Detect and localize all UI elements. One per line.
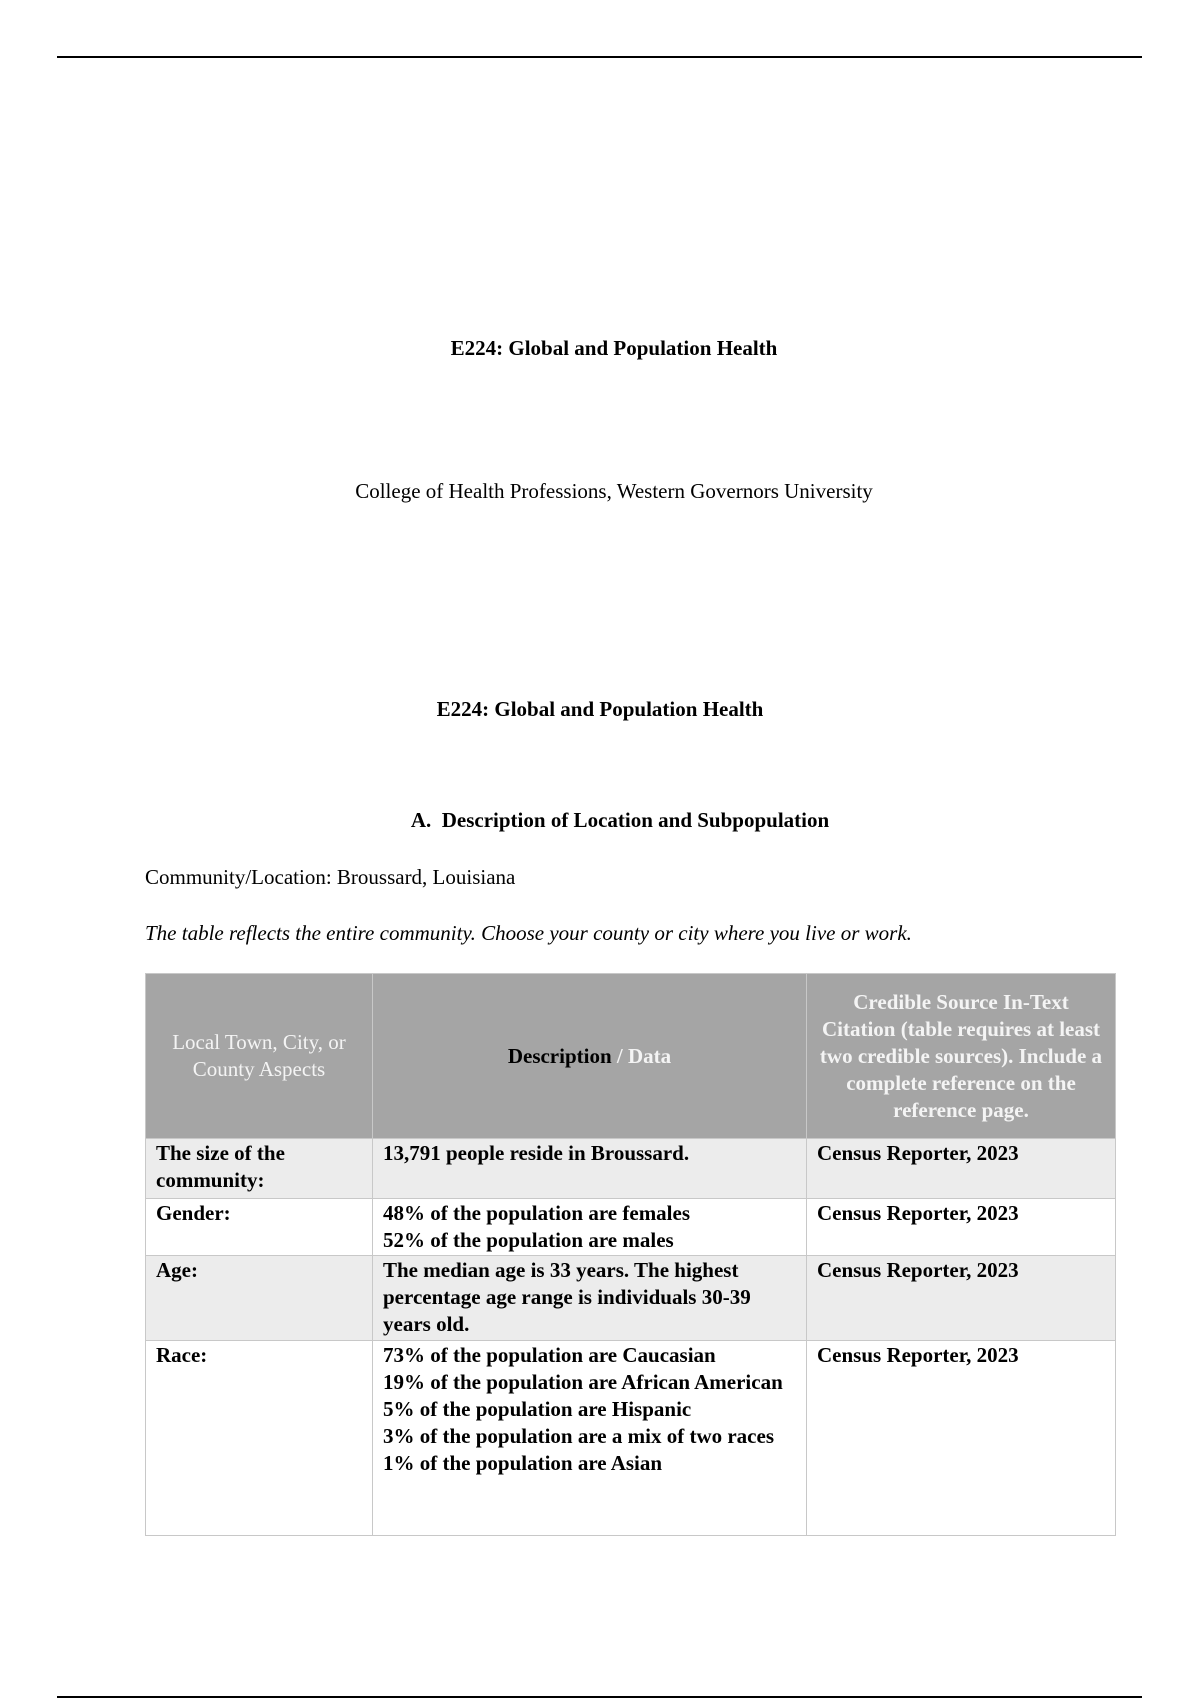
table-row: Race: 73% of the population are Caucasia… [145,1340,1116,1536]
description-line: 13,791 people reside in Broussard. [383,1141,690,1165]
description-line: 48% of the population are females [383,1201,691,1225]
description-line: The median age is 33 years. The highest … [383,1258,751,1336]
row-description: 48% of the population are females 52% of … [372,1198,807,1256]
row-aspect: Age: [145,1255,373,1341]
footer-rule [57,1696,1142,1698]
table-header-row: Local Town, City, or County Aspects Desc… [145,973,1116,1139]
table-row: The size of the community: 13,791 people… [145,1138,1116,1199]
row-aspect: Gender: [145,1198,373,1256]
cover-affiliation: College of Health Professions, Western G… [355,479,873,503]
community-line: Community/Location: Broussard, Louisiana [145,865,516,889]
section-heading: A. Description of Location and Subpopula… [410,808,830,832]
description-line: 73% of the population are Caucasian [383,1343,716,1367]
header-data-label: / Data [611,1043,672,1068]
header-rule [57,56,1142,58]
row-description: The median age is 33 years. The highest … [372,1255,807,1341]
cover-title: E224: Global and Population Health [450,336,778,360]
community-data-table: Local Town, City, or County Aspects Desc… [145,973,1116,1536]
row-source: Census Reporter, 2023 [806,1138,1116,1199]
description-line: 5% of the population are Hispanic [383,1397,692,1421]
table-row: Age: The median age is 33 years. The hig… [145,1255,1116,1341]
row-description: 73% of the population are Caucasian 19% … [372,1340,807,1536]
row-source: Census Reporter, 2023 [806,1198,1116,1256]
row-description: 13,791 people reside in Broussard. [372,1138,807,1199]
row-aspect: The size of the community: [145,1138,373,1199]
page-title: E224: Global and Population Health [436,697,764,721]
description-line: 3% of the population are a mix of two ra… [383,1424,774,1448]
row-source: Census Reporter, 2023 [806,1255,1116,1341]
row-aspect: Race: [145,1340,373,1536]
description-line: 1% of the population are Asian [383,1451,663,1475]
header-aspects: Local Town, City, or County Aspects [145,973,373,1139]
header-description: Description / Data [372,973,807,1139]
row-source: Census Reporter, 2023 [806,1340,1116,1536]
description-line: 52% of the population are males [383,1228,674,1252]
instruction-text: The table reflects the entire community.… [145,921,912,945]
header-description-label: Description [507,1043,612,1068]
description-line: 19% of the population are African Americ… [383,1370,783,1394]
table-row: Gender: 48% of the population are female… [145,1198,1116,1256]
header-source: Credible Source In-Text Citation (table … [806,973,1116,1139]
